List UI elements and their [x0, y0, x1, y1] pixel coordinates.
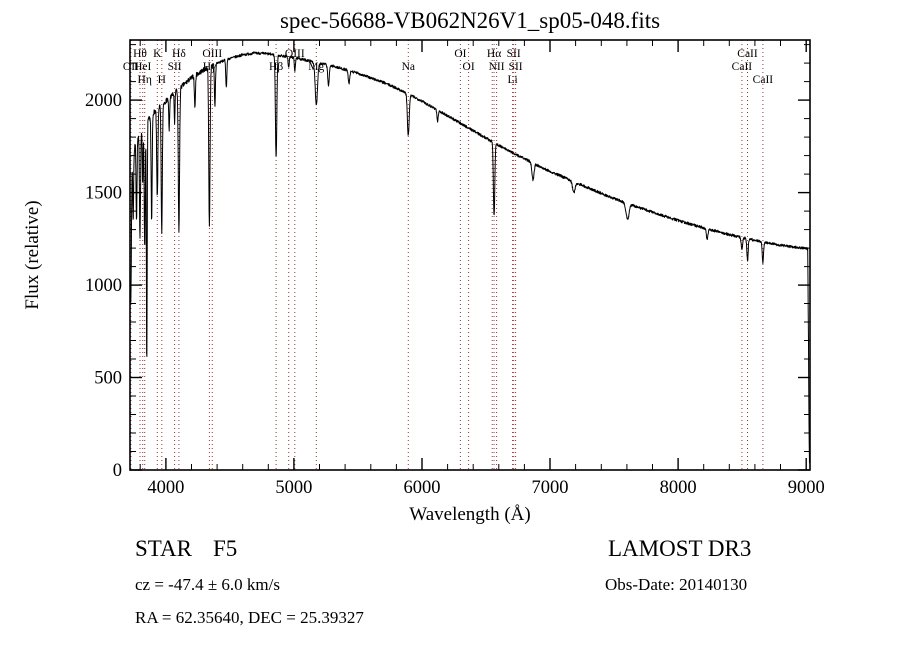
y-tick-label: 2000: [85, 91, 122, 111]
subclass-label: F5: [213, 536, 237, 561]
y-tick-label: 0: [113, 461, 122, 481]
spectral-line-label: H: [158, 74, 166, 86]
radec-line: RA = 62.35640, DEC = 25.39327: [135, 608, 364, 627]
spectral-line-label: OIII: [285, 48, 305, 60]
spectral-line-label: SII: [509, 61, 523, 73]
spectral-line-label: Hβ: [269, 61, 283, 73]
spectral-line-label: Na: [402, 61, 415, 73]
spectral-line-label: Hη: [138, 74, 152, 86]
spectral-line-label: Hα: [487, 48, 501, 60]
axis-frame: [129, 39, 811, 471]
x-axis-label: Wavelength (Å): [409, 504, 530, 525]
spectral-line-label: Mg: [308, 61, 324, 73]
survey-label: LAMOST DR3: [608, 536, 751, 561]
x-tick-label: 7000: [532, 478, 569, 498]
y-axis-label: Flux (relative): [22, 200, 43, 309]
plot-title: spec-56688-VB062N26V1_sp05-048.fits: [280, 8, 660, 33]
x-tick-label: 6000: [404, 478, 441, 498]
spectral-line-label: K: [153, 48, 162, 60]
spectral-line-label: Li: [507, 74, 517, 86]
x-tick-label: 5000: [275, 478, 312, 498]
spectral-line-label: CaII: [737, 48, 758, 60]
y-tick-label: 500: [94, 369, 122, 389]
spectral-line-label: CaII: [753, 74, 774, 86]
spectral-line-label: Hγ: [203, 61, 216, 73]
spectral-line-label: Hθ: [133, 48, 147, 60]
y-tick-label: 1500: [85, 184, 122, 204]
spectral-line-label: SII: [507, 48, 521, 60]
spectral-line-label: OI: [454, 48, 466, 60]
spectrum-trace: [129, 51, 810, 464]
spectral-line-label: OI: [463, 61, 475, 73]
spectral-line-label: OIII: [202, 48, 222, 60]
spectral-line-label: Hδ: [172, 48, 186, 60]
x-tick-label: 4000: [147, 478, 184, 498]
cz-value-line: cz = -47.4 ± 6.0 km/s: [135, 575, 280, 594]
x-tick-label: 9000: [788, 478, 825, 498]
classification-label: STAR: [135, 536, 193, 561]
spectral-line-label: HeI: [134, 61, 151, 73]
y-tick-label: 1000: [85, 276, 122, 296]
spectral-line-label: NII: [489, 61, 505, 73]
x-tick-label: 8000: [660, 478, 697, 498]
spectral-line-label: OII: [123, 61, 139, 73]
spectral-line-label: SII: [168, 61, 182, 73]
obs-date-line: Obs-Date: 20140130: [605, 575, 747, 594]
spectral-line-label: CaII: [732, 61, 753, 73]
